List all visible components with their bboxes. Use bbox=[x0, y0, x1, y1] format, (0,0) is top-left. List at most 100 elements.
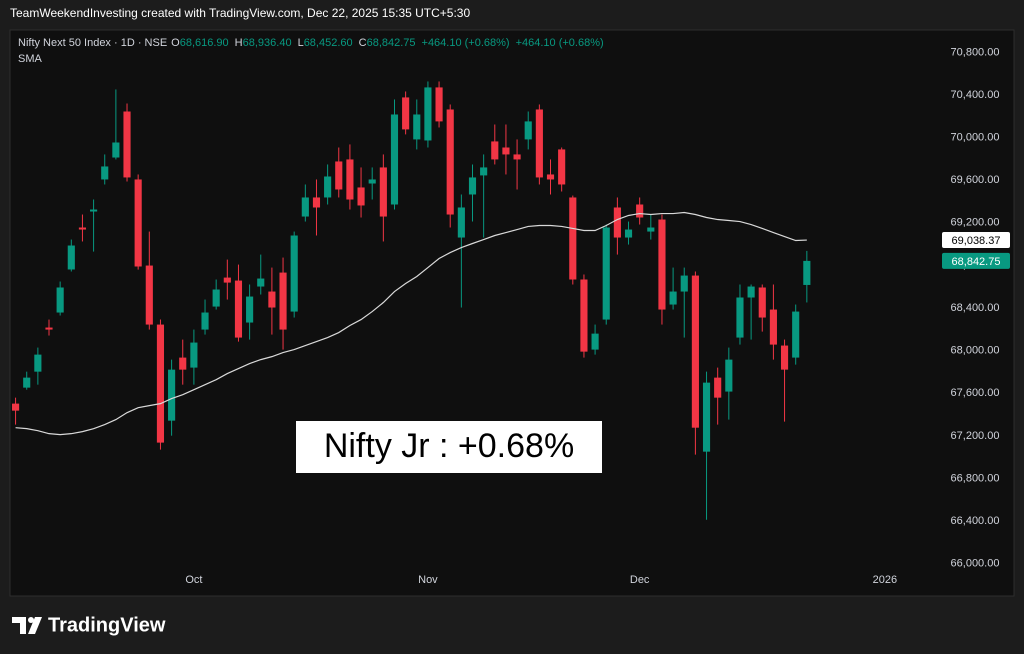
candle-body bbox=[580, 279, 588, 352]
candle-body bbox=[134, 179, 142, 267]
candle-body bbox=[535, 109, 543, 178]
legend-value: 68,616.90 bbox=[180, 37, 229, 49]
header-text: TeamWeekendInvesting created with Tradin… bbox=[10, 6, 470, 20]
legend-value: 68,936.40 bbox=[243, 37, 292, 49]
candle-body bbox=[491, 141, 499, 160]
candle-body bbox=[502, 147, 510, 155]
candle-body bbox=[647, 227, 655, 232]
x-tick-label: Nov bbox=[418, 574, 438, 586]
candle-body bbox=[45, 327, 53, 330]
candle-body bbox=[736, 297, 744, 338]
legend-key: O bbox=[171, 37, 180, 49]
candle-body bbox=[223, 277, 231, 283]
candle-body bbox=[179, 357, 187, 370]
y-tick-label: 66,000.00 bbox=[951, 558, 1000, 570]
y-tick-label: 70,000.00 bbox=[951, 132, 1000, 144]
legend-change: +464.10 (+0.68%) bbox=[422, 37, 510, 49]
candle-body bbox=[725, 359, 733, 392]
sma-price-label: 69,038.37 bbox=[952, 235, 1001, 247]
candle-body bbox=[624, 229, 633, 238]
candle-body bbox=[591, 333, 599, 350]
candle-body bbox=[524, 121, 532, 140]
annotation-box bbox=[296, 421, 602, 473]
candle-body bbox=[357, 187, 365, 206]
candle-body bbox=[312, 197, 321, 208]
candle-body bbox=[780, 345, 789, 370]
price-label-box bbox=[942, 252, 1010, 269]
candle-body bbox=[480, 167, 488, 176]
y-tick-label: 67,600.00 bbox=[951, 387, 1000, 399]
candle-body bbox=[212, 289, 220, 307]
candle-body bbox=[368, 179, 376, 184]
candle-body bbox=[246, 296, 254, 323]
candle-body bbox=[435, 87, 443, 122]
candle-body bbox=[402, 97, 410, 130]
candle-body bbox=[457, 207, 465, 238]
x-tick-label: Oct bbox=[185, 574, 202, 586]
candle-body bbox=[346, 159, 354, 200]
candle-body bbox=[101, 166, 109, 180]
x-tick-label: 2026 bbox=[873, 574, 897, 586]
candle-body bbox=[792, 311, 800, 358]
candle-body bbox=[190, 342, 198, 368]
candle-body bbox=[658, 219, 666, 310]
candle-body bbox=[513, 154, 521, 160]
candle-body bbox=[324, 176, 332, 198]
candle-body bbox=[569, 197, 577, 280]
candle-body bbox=[546, 174, 555, 180]
logo-shape bbox=[28, 617, 42, 634]
candle-body bbox=[602, 227, 610, 320]
legend-key: C bbox=[359, 37, 367, 49]
candle-body bbox=[446, 109, 454, 215]
logo-dot bbox=[28, 617, 34, 623]
logo-shape bbox=[12, 617, 26, 634]
candle-body bbox=[702, 382, 711, 452]
candle-body bbox=[145, 265, 153, 325]
candle-body bbox=[468, 177, 477, 195]
candle-body bbox=[769, 309, 777, 345]
candle-body bbox=[335, 161, 343, 190]
candle-body bbox=[78, 227, 87, 230]
y-tick-label: 68,000.00 bbox=[951, 345, 1000, 357]
y-tick-label: 70,800.00 bbox=[951, 46, 1000, 58]
candle-body bbox=[390, 114, 399, 205]
candle-body bbox=[758, 287, 766, 318]
plot-area: 66,000.00 66,400.00 66,800.00 67,200.00 67,6… bbox=[12, 46, 1010, 586]
candle-body bbox=[156, 324, 165, 443]
y-tick-label: 68,400.00 bbox=[951, 302, 1000, 314]
chart-panel bbox=[9, 29, 1015, 597]
candle-body bbox=[112, 142, 120, 158]
candle-body bbox=[379, 167, 387, 217]
candle-body bbox=[747, 286, 755, 298]
candle-body bbox=[123, 111, 131, 178]
candle-body bbox=[680, 275, 688, 292]
legend-value: 68,452.60 bbox=[304, 37, 353, 49]
candle-body bbox=[90, 209, 98, 212]
annotation-text: Nifty Jr : +0.68% bbox=[324, 427, 574, 465]
candle-body bbox=[56, 287, 64, 313]
candle-body bbox=[257, 278, 265, 287]
candle-body bbox=[803, 260, 811, 285]
candle-body bbox=[714, 377, 722, 398]
legend-key: L bbox=[298, 37, 304, 49]
price-label-box bbox=[942, 232, 1010, 249]
legend-key: H bbox=[235, 37, 243, 49]
y-tick-label: 70,400.00 bbox=[951, 89, 1000, 101]
candle-body bbox=[234, 280, 243, 338]
y-tick-label: 66,800.00 bbox=[951, 472, 1000, 484]
legend-title: Nifty Next 50 Index · 1D · NSE bbox=[18, 37, 167, 49]
candle-body bbox=[413, 114, 421, 140]
sma-line bbox=[15, 211, 807, 436]
candle-body bbox=[12, 403, 20, 411]
candle-body bbox=[23, 377, 31, 388]
candle-body bbox=[636, 204, 644, 218]
candle-body bbox=[201, 312, 209, 330]
brand-text: TradingView bbox=[48, 614, 166, 636]
y-tick-label: 66,400.00 bbox=[951, 515, 1000, 527]
logo-icon bbox=[12, 617, 42, 634]
candle-body bbox=[613, 207, 621, 238]
candle-body bbox=[168, 369, 176, 421]
candle-body bbox=[290, 235, 298, 312]
candle-body bbox=[424, 87, 432, 141]
